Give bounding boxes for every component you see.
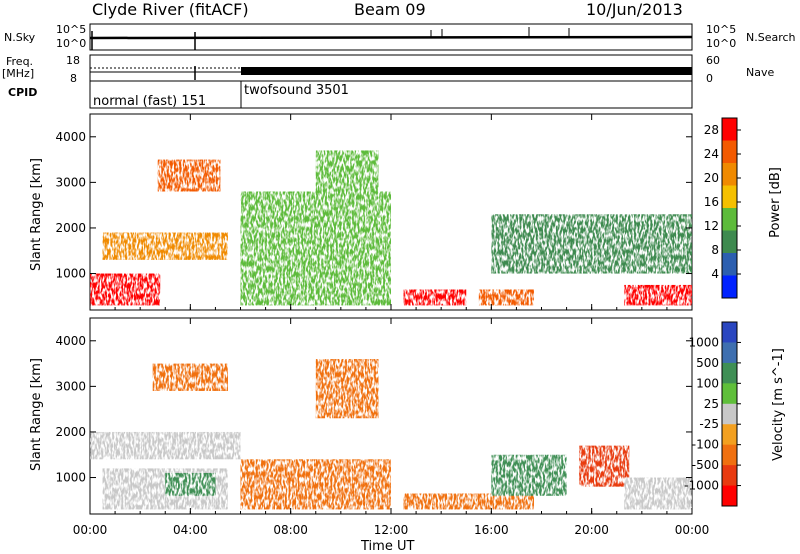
freq-unit-label: [MHz]: [2, 67, 35, 80]
velocity-colorbar-swatch: [722, 342, 737, 364]
velocity-echo-region-6: [403, 493, 534, 510]
nave-label: Nave: [746, 66, 775, 79]
power-echo-region-6: [478, 289, 534, 306]
power-colorbar-tick: 24: [704, 147, 719, 161]
velocity-colorbar-tick: -1000: [684, 479, 719, 493]
velocity-colorbar-swatch: [722, 383, 737, 405]
y-tick-label: 2000: [55, 425, 86, 439]
velocity-echo-region-3: [152, 363, 228, 391]
power-colorbar-swatch: [722, 230, 737, 254]
velocity-colorbar-swatch: [722, 322, 737, 343]
velocity-colorbar-swatch: [722, 444, 737, 466]
y-tick-label: 1000: [55, 471, 86, 485]
power-colorbar-swatch: [722, 275, 737, 299]
power-colorbar-tick: 16: [704, 195, 719, 209]
y-tick-label: 3000: [55, 175, 86, 189]
y-tick-label: 3000: [55, 379, 86, 393]
nsearch-label: N.Search: [746, 31, 796, 44]
velocity-colorbar-tick: 500: [696, 356, 719, 370]
x-tick-label: 00:00: [73, 523, 108, 537]
velocity-echo-region-4: [240, 459, 391, 510]
power-colorbar-swatch: [722, 140, 737, 164]
power-echo-region-5: [403, 289, 467, 306]
power-echo-region-4: [315, 150, 379, 215]
freq-label: Freq.: [6, 55, 34, 68]
velocity-heatmap: [90, 359, 692, 510]
y-tick-label: 4000: [55, 130, 86, 144]
nsky-tick-top-right: 10^5: [706, 23, 737, 36]
power-colorbar-swatch: [722, 185, 737, 209]
cpid-segment-2: twofsound 3501: [244, 83, 349, 98]
velocity-echo-region-2: [165, 472, 216, 496]
power-echo-region-2: [157, 159, 221, 192]
power-echo-region-1: [102, 232, 228, 260]
velocity-colorbar-swatch: [722, 424, 737, 446]
x-tick-label: 08:00: [273, 523, 308, 537]
power-colorbar-tick: 4: [711, 267, 719, 281]
velocity-colorbar-tick: -25: [699, 417, 719, 431]
velocity-echo-region-0: [90, 431, 241, 460]
freq-trace: [90, 66, 692, 80]
date-title: 10/Jun/2013: [586, 0, 683, 19]
power-colorbar: 4 8 12 16 20 24 28: [704, 117, 741, 299]
nsky-label: N.Sky: [4, 31, 36, 44]
velocity-echo-region-8: [579, 445, 630, 487]
nave-tick-bottom: 0: [706, 72, 713, 85]
velocity-colorbar-tick: 100: [696, 376, 719, 390]
velocity-colorbar-tick: -100: [692, 438, 719, 452]
x-tick-label: 20:00: [574, 523, 609, 537]
power-colorbar-tick: 12: [704, 219, 719, 233]
power-echo-region-8: [624, 284, 692, 306]
x-tick-label: 00:00: [675, 523, 710, 537]
power-colorbar-tick: 28: [704, 123, 719, 137]
cpid-segment-1: normal (fast) 151: [93, 94, 207, 109]
x-tick-label: 04:00: [173, 523, 208, 537]
velocity-colorbar: 1000 500 100 25 -25 -100 -500 -1000: [684, 321, 741, 507]
nave-tick-top: 60: [706, 54, 720, 67]
beam-title: Beam 09: [354, 0, 426, 19]
velocity-colorbar-swatch: [722, 362, 737, 384]
power-colorbar-swatch: [722, 163, 737, 186]
velocity-echo-region-9: [624, 477, 692, 510]
cpid-panel-frame: [89, 80, 693, 109]
velocity-colorbar-tick: 1000: [688, 335, 719, 349]
power-colorbar-swatch: [722, 118, 737, 141]
power-colorbar-swatch: [722, 208, 737, 231]
y-tick-label: 2000: [55, 221, 86, 235]
freq-tick-top: 18: [66, 54, 80, 67]
velocity-colorbar-swatch: [722, 485, 737, 507]
nsky-tick-bottom-right: 10^0: [706, 37, 737, 50]
power-colorbar-tick: 8: [711, 243, 719, 257]
x-axis-label: Time UT: [361, 539, 415, 554]
nsky-tick-bottom: 10^0: [56, 37, 87, 50]
velocity-colorbar-tick: 25: [704, 397, 719, 411]
power-colorbar-tick: 20: [704, 171, 719, 185]
velocity-colorbar-swatch: [722, 465, 737, 487]
velocity-colorbar-swatch: [722, 403, 737, 425]
x-tick-label: 16:00: [474, 523, 509, 537]
y-tick-label: 1000: [55, 267, 86, 281]
station-title: Clyde River (fitACF): [92, 0, 249, 19]
nsky-tick-top: 10^5: [56, 23, 87, 36]
velocity-echo-region-7: [491, 454, 567, 496]
velocity-colorbar-tick: -500: [692, 458, 719, 472]
velocity-echo-region-5: [315, 359, 379, 419]
freq-tick-bottom: 8: [70, 72, 77, 85]
x-tick-label: 12:00: [374, 523, 409, 537]
power-echo-region-7: [491, 214, 692, 274]
power-heatmap: [90, 150, 692, 306]
cpid-label: CPID: [8, 86, 38, 99]
y-tick-label: 4000: [55, 334, 86, 348]
power-colorbar-swatch: [722, 253, 737, 276]
nsky-trace: [89, 27, 693, 50]
power-echo-region-0: [90, 273, 161, 306]
